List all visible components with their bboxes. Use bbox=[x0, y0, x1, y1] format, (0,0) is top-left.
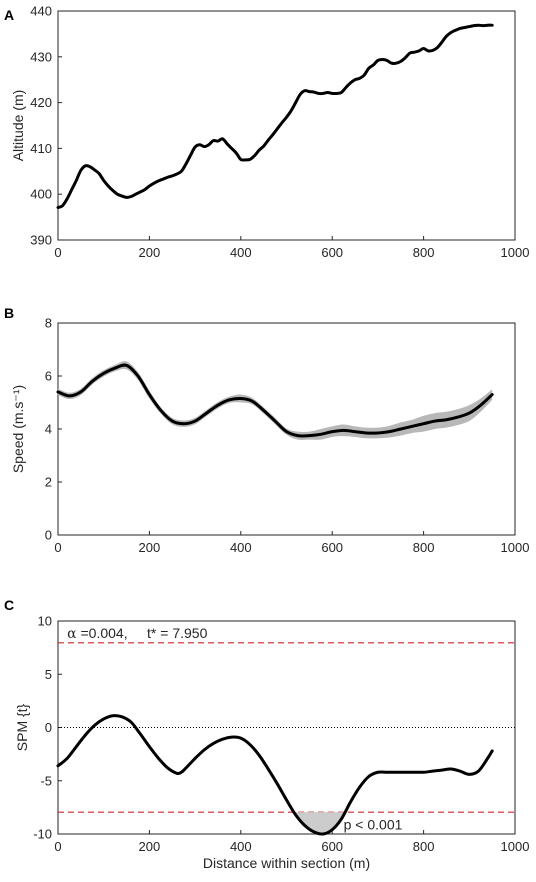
panel-a-y-tick-label: 410 bbox=[30, 141, 52, 156]
panel-b-y-tick-label: 0 bbox=[45, 528, 52, 543]
panel-c-x-tick-label: 400 bbox=[230, 839, 252, 854]
panel-a-x-tick-label: 1000 bbox=[501, 245, 530, 260]
panel-b: B 0 200 400 600 800 1000 0 2 4 6 8 Speed (m.s⁻¹) bbox=[4, 305, 529, 555]
panel-a-letter: A bbox=[4, 7, 14, 23]
panel-a-y-tick-label: 390 bbox=[30, 233, 52, 248]
panel-a-y-axis-label: Altitude (m) bbox=[10, 90, 26, 162]
panel-b-sd-band bbox=[58, 361, 493, 440]
panel-b-series-line bbox=[56, 363, 494, 438]
panel-a-y-tick-label: 400 bbox=[30, 187, 52, 202]
panel-a-y-tick-label: 430 bbox=[30, 49, 52, 64]
panel-c-x-tick-label: 1000 bbox=[501, 839, 530, 854]
panel-b-x-tick-label: 200 bbox=[139, 540, 161, 555]
panel-c-x-axis-label: Distance within section (m) bbox=[203, 855, 370, 871]
panel-c-y-axis-label: SPM {t} bbox=[14, 703, 30, 751]
panel-c-y-tick-label: 0 bbox=[45, 720, 52, 735]
panel-c: C 0 200 400 600 800 1000 -10 -5 0 5 10 SPM {t} Dista… bbox=[4, 597, 529, 871]
panel-c-letter: C bbox=[4, 597, 14, 613]
panel-b-y-tick-label: 6 bbox=[45, 369, 52, 384]
panel-b-y-axis-label: Speed (m.s⁻¹) bbox=[10, 385, 26, 473]
panel-a-x-tick-label: 400 bbox=[230, 245, 252, 260]
panel-a-plot-area bbox=[57, 10, 516, 241]
panel-b-x-tick-label: 600 bbox=[321, 540, 343, 555]
panel-c-y-tick-label: -5 bbox=[40, 773, 52, 788]
panel-c-y-tick-label: 10 bbox=[38, 614, 52, 629]
panel-c-y-tick-label: -10 bbox=[33, 827, 52, 842]
panel-b-x-tick-label: 0 bbox=[54, 540, 61, 555]
panel-a: A 0 200 400 600 800 1000 390 400 410 420 430 440 Alt… bbox=[4, 4, 529, 261]
panel-c-x-tick-label: 800 bbox=[413, 839, 435, 854]
panel-a-series-line bbox=[56, 23, 494, 209]
panel-c-x-tick-label: 200 bbox=[139, 839, 161, 854]
panel-c-series-line bbox=[56, 714, 494, 836]
panel-a-x-tick-label: 600 bbox=[321, 245, 343, 260]
panel-c-y-tick-label: 5 bbox=[45, 667, 52, 682]
panel-b-y-tick-label: 8 bbox=[45, 316, 52, 331]
panel-c-alpha-threshold-annotation: α =0.004, t* = 7.950 bbox=[67, 625, 207, 642]
panel-b-y-tick-label: 4 bbox=[45, 422, 52, 437]
panel-b-x-tick-label: 800 bbox=[413, 540, 435, 555]
panel-c-p-value-annotation: p < 0.001 bbox=[344, 817, 403, 833]
panel-b-x-tick-label: 400 bbox=[230, 540, 252, 555]
panel-a-y-tick-label: 420 bbox=[30, 95, 52, 110]
panel-b-y-tick-label: 2 bbox=[45, 475, 52, 490]
panel-b-letter: B bbox=[4, 305, 14, 321]
panel-c-x-tick-label: 0 bbox=[54, 839, 61, 854]
panel-a-x-tick-label: 0 bbox=[54, 245, 61, 260]
panel-a-x-tick-label: 200 bbox=[139, 245, 161, 260]
panel-a-y-tick-label: 440 bbox=[30, 4, 52, 19]
panel-c-x-tick-label: 600 bbox=[321, 839, 343, 854]
panel-a-x-tick-label: 800 bbox=[413, 245, 435, 260]
panel-b-x-tick-label: 1000 bbox=[501, 540, 530, 555]
